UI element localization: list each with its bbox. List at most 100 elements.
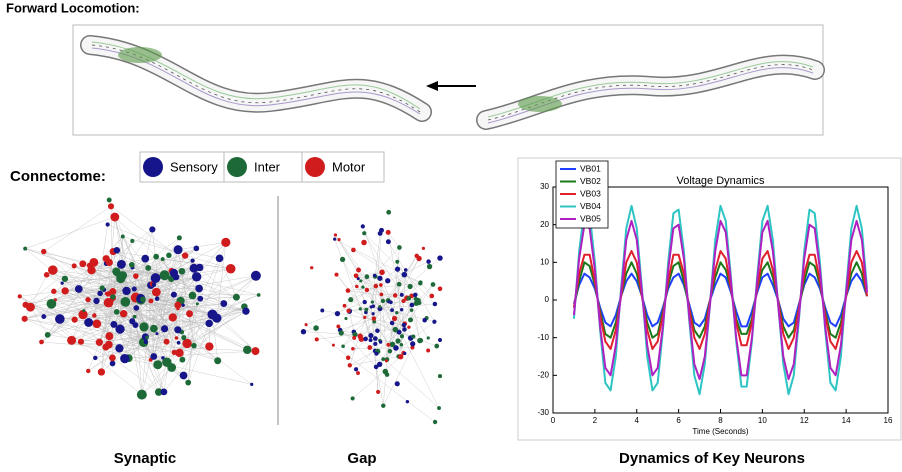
node [102, 255, 110, 263]
node [304, 323, 308, 327]
edge [99, 267, 133, 343]
node [392, 326, 399, 333]
edge [112, 275, 137, 298]
edge [112, 357, 159, 393]
node [195, 263, 204, 272]
node [376, 361, 383, 367]
node [367, 345, 373, 350]
node [407, 325, 411, 329]
connectome-legend: Sensory Inter Motor [139, 151, 385, 183]
node [362, 231, 367, 236]
node [402, 327, 407, 332]
node [71, 316, 78, 323]
edge [157, 260, 193, 365]
node [22, 301, 29, 308]
node [394, 266, 401, 272]
edge [420, 282, 432, 297]
node [43, 272, 50, 278]
node [102, 343, 110, 351]
node [406, 296, 412, 301]
node [46, 298, 57, 309]
edge [379, 321, 435, 365]
edge [153, 249, 179, 357]
node [355, 284, 359, 289]
node [385, 278, 391, 284]
node [345, 288, 351, 293]
node [44, 331, 51, 338]
edge [146, 306, 245, 338]
node [55, 314, 65, 324]
node [403, 268, 408, 272]
node [320, 308, 325, 313]
node [429, 293, 435, 299]
edge [145, 260, 193, 337]
edge [373, 230, 382, 319]
node [373, 364, 379, 370]
node [333, 237, 337, 241]
networks [17, 197, 443, 425]
edge [87, 299, 172, 368]
node [99, 285, 105, 291]
node [380, 298, 386, 304]
node [185, 379, 192, 386]
node [215, 254, 224, 263]
node [95, 338, 104, 346]
node [163, 338, 170, 345]
edge [138, 299, 248, 351]
node [250, 382, 254, 386]
edge [78, 288, 109, 303]
connectome-title: Connectome: [10, 168, 106, 185]
node [205, 319, 213, 328]
direction-arrow [426, 81, 476, 91]
node [377, 231, 383, 236]
node [390, 308, 394, 313]
edge [82, 263, 217, 319]
node [426, 259, 431, 264]
node [162, 357, 172, 367]
node [359, 279, 363, 283]
node [342, 303, 347, 308]
edge [96, 323, 125, 359]
node [190, 258, 195, 263]
node [368, 338, 373, 343]
node [364, 274, 370, 280]
node [357, 333, 363, 340]
edge [64, 290, 113, 364]
edge [114, 216, 137, 309]
node [79, 260, 87, 268]
edge [128, 350, 256, 359]
node [107, 203, 115, 210]
node [153, 360, 163, 370]
legend-label: VB01 [580, 163, 601, 173]
node [399, 343, 404, 347]
node [300, 329, 307, 335]
edge [114, 216, 172, 272]
node [334, 310, 341, 317]
node [403, 351, 407, 355]
node [386, 209, 392, 215]
edge [347, 283, 421, 358]
node [379, 292, 384, 297]
node [120, 296, 131, 307]
node [48, 265, 58, 275]
edge [53, 291, 133, 322]
y-tick-label: 10 [540, 257, 549, 266]
node [103, 297, 114, 308]
edge [25, 216, 115, 249]
node [175, 348, 184, 358]
node [426, 336, 430, 340]
chart-title: Voltage Dynamics [676, 175, 765, 187]
node [120, 234, 125, 239]
node [61, 275, 69, 282]
node [92, 313, 97, 318]
node [384, 372, 390, 377]
node [78, 309, 88, 320]
node [379, 283, 383, 287]
worm-left [80, 35, 432, 122]
node [386, 342, 391, 347]
node [374, 351, 379, 356]
edge [119, 323, 210, 349]
node [145, 265, 152, 271]
edge [122, 236, 183, 360]
node [145, 335, 149, 340]
